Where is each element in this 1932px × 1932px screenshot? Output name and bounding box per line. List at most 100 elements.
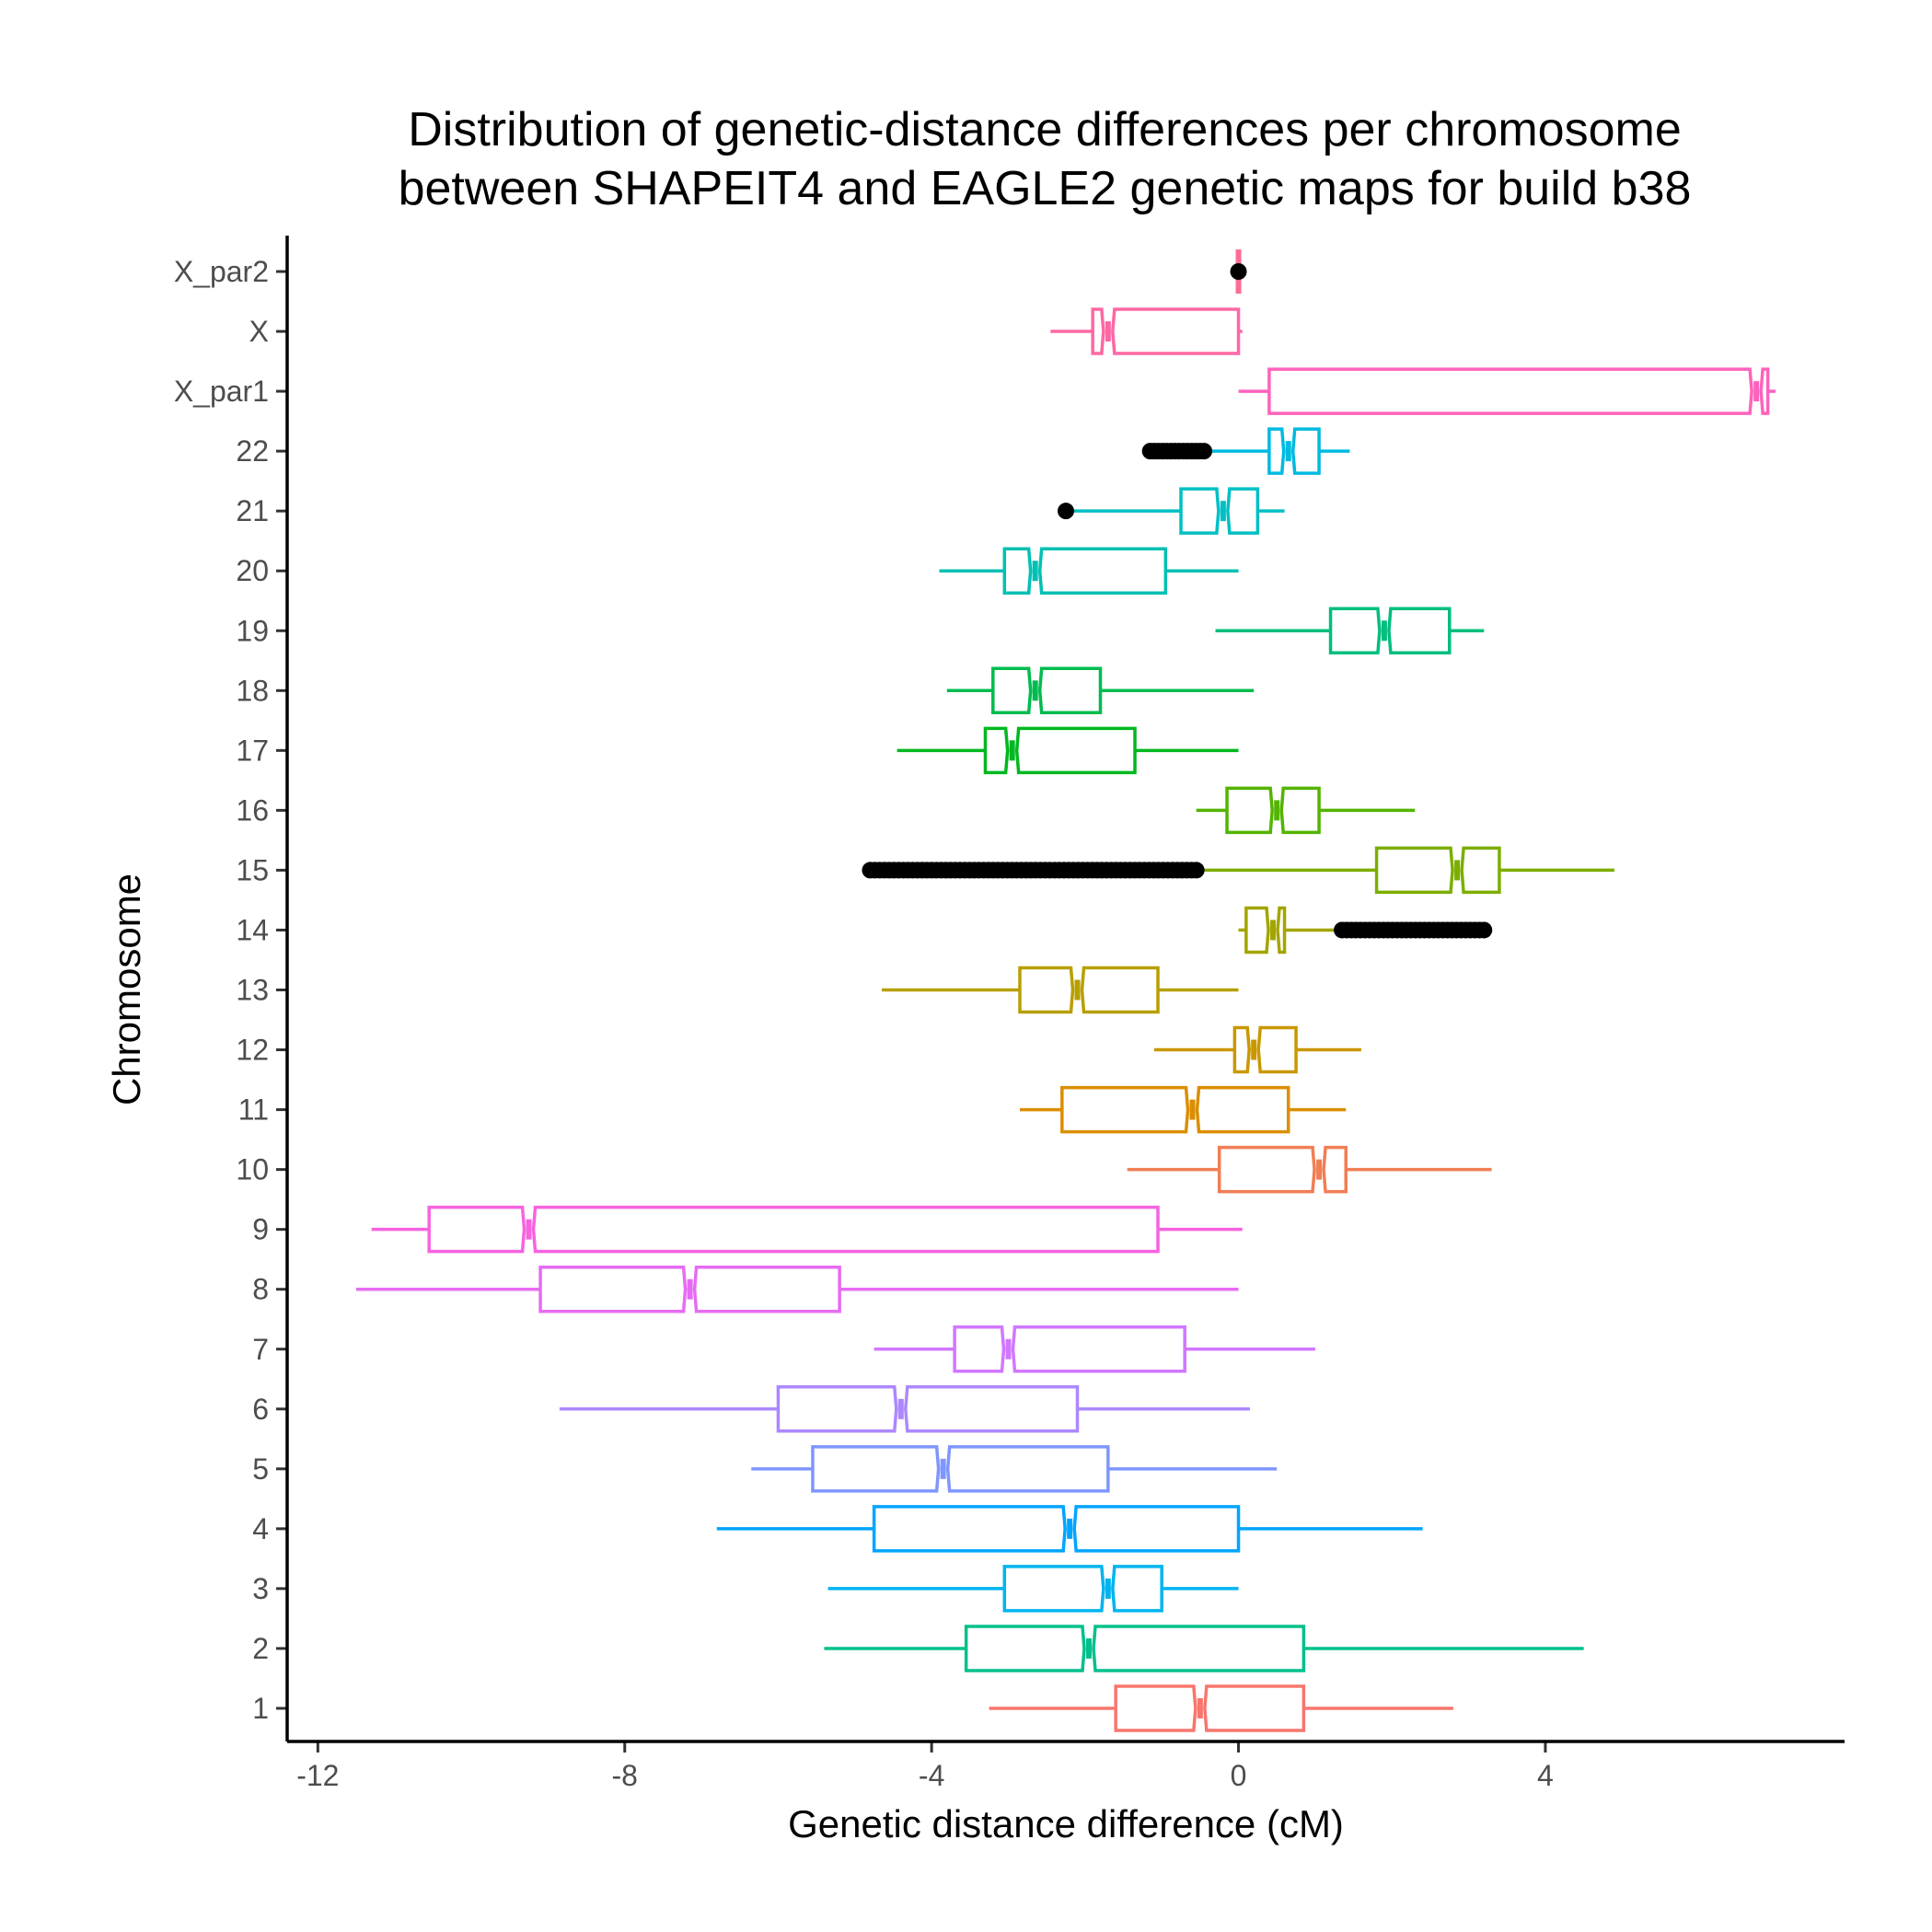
- y-axis: 12345678910111213141516171819202122X_par…: [174, 255, 287, 1725]
- y-tick-label: 10: [236, 1153, 269, 1186]
- box-right-half: [1759, 367, 1770, 415]
- box-left-half: [1114, 1684, 1197, 1732]
- y-tick-label: 18: [236, 674, 269, 707]
- box-group-chr-9: [371, 1205, 1243, 1254]
- box-group-chr-20: [939, 547, 1239, 595]
- box-group-chr-17: [897, 726, 1239, 775]
- box-group-chr-4: [716, 1505, 1423, 1553]
- box-group-chr-11: [1019, 1085, 1347, 1134]
- box-right-half: [1011, 1325, 1186, 1373]
- box-right-half: [1279, 786, 1321, 835]
- y-tick-label: 14: [236, 913, 269, 946]
- box-group-chr-3: [827, 1565, 1239, 1613]
- box-right-half: [1111, 307, 1241, 355]
- box-left-half: [1018, 966, 1075, 1014]
- box-left-half: [1374, 846, 1454, 895]
- outlier-point: [1187, 862, 1205, 879]
- box-group-chr-6: [559, 1385, 1251, 1433]
- box-group-chr-2: [824, 1625, 1584, 1672]
- box-left-half: [811, 1445, 941, 1493]
- box-left-half: [1217, 1145, 1316, 1194]
- box-group-chr-14: [1238, 906, 1493, 954]
- box-right-half: [1111, 1565, 1163, 1613]
- box-right-half: [1014, 726, 1137, 775]
- y-tick-label: 21: [236, 494, 269, 527]
- box-left-half: [1267, 427, 1286, 475]
- outlier-point: [1196, 443, 1213, 460]
- y-tick-label: X_par1: [174, 375, 269, 408]
- y-tick-label: 8: [252, 1273, 269, 1306]
- outlier-point: [1475, 921, 1493, 939]
- x-tick-label: 4: [1537, 1759, 1554, 1792]
- box-group-chr-13: [881, 966, 1239, 1014]
- y-tick-label: 6: [252, 1393, 269, 1426]
- y-tick-label: X_par2: [174, 255, 269, 288]
- box-group-chr-15: [862, 846, 1614, 895]
- box-left-half: [1060, 1085, 1190, 1134]
- box-left-half: [1232, 1025, 1251, 1074]
- box-left-half: [776, 1385, 898, 1433]
- y-tick-label: 13: [236, 974, 269, 1007]
- box-left-half: [983, 726, 1010, 775]
- y-tick-label: 7: [252, 1333, 269, 1366]
- box-right-half: [1387, 607, 1452, 654]
- box-right-half: [1072, 1505, 1241, 1553]
- y-tick-label: 5: [252, 1452, 269, 1486]
- box-group-chr-X: [1050, 307, 1243, 355]
- x-tick-label: -12: [296, 1759, 339, 1792]
- y-tick-label: 16: [236, 793, 269, 827]
- box-right-half: [945, 1445, 1110, 1493]
- y-tick-label: 17: [236, 734, 269, 767]
- box-left-half: [1002, 547, 1033, 595]
- x-axis-title: Genetic distance difference (cM): [788, 1802, 1344, 1845]
- box-right-half: [1037, 547, 1168, 595]
- y-tick-label: X: [249, 315, 269, 348]
- box-left-half: [1091, 307, 1105, 355]
- box-right-half: [1092, 1625, 1306, 1672]
- box-left-half: [1002, 1565, 1105, 1613]
- box-left-half: [1179, 487, 1221, 535]
- box-left-half: [991, 666, 1033, 715]
- box-right-half: [1080, 966, 1160, 1014]
- y-tick-label: 9: [252, 1213, 269, 1246]
- y-axis-title: Chromosome: [105, 873, 148, 1105]
- box-group-chr-7: [873, 1325, 1315, 1373]
- outlier-point: [1230, 263, 1247, 280]
- box-right-half: [904, 1385, 1080, 1433]
- box-left-half: [1328, 607, 1382, 654]
- x-tick-label: -4: [919, 1759, 944, 1792]
- box-right-half: [1460, 846, 1501, 895]
- x-tick-label: -8: [612, 1759, 638, 1792]
- outlier-point: [1058, 503, 1074, 520]
- box-group-chr-X_par1: [1238, 367, 1776, 415]
- box-left-half: [538, 1265, 688, 1313]
- box-right-half: [1256, 1025, 1298, 1074]
- box-right-half: [1226, 487, 1260, 535]
- box-group-chr-1: [989, 1684, 1453, 1732]
- y-tick-label: 4: [252, 1512, 269, 1545]
- box-right-half: [692, 1265, 841, 1313]
- y-tick-label: 20: [236, 554, 269, 587]
- y-tick-label: 15: [236, 853, 269, 886]
- y-tick-label: 22: [236, 434, 269, 468]
- x-tick-label: 0: [1231, 1759, 1247, 1792]
- box-group-chr-10: [1127, 1145, 1492, 1194]
- box-group-chr-18: [946, 666, 1255, 715]
- y-tick-label: 19: [236, 614, 269, 647]
- box-right-half: [1322, 1145, 1348, 1194]
- box-group-chr-21: [1058, 487, 1285, 535]
- y-tick-label: 11: [238, 1093, 269, 1127]
- box-left-half: [964, 1625, 1086, 1672]
- box-right-half: [1276, 906, 1287, 954]
- box-group-chr-X_par2: [1230, 249, 1247, 294]
- box-group-chr-22: [1141, 427, 1350, 475]
- box-left-half: [1225, 786, 1274, 835]
- box-right-half: [1037, 666, 1103, 715]
- y-tick-label: 2: [252, 1632, 269, 1665]
- box-left-half: [1267, 367, 1753, 415]
- box-right-half: [531, 1205, 1160, 1254]
- box-right-half: [1203, 1684, 1306, 1732]
- boxes-layer: [356, 249, 1776, 1732]
- box-left-half: [427, 1205, 526, 1254]
